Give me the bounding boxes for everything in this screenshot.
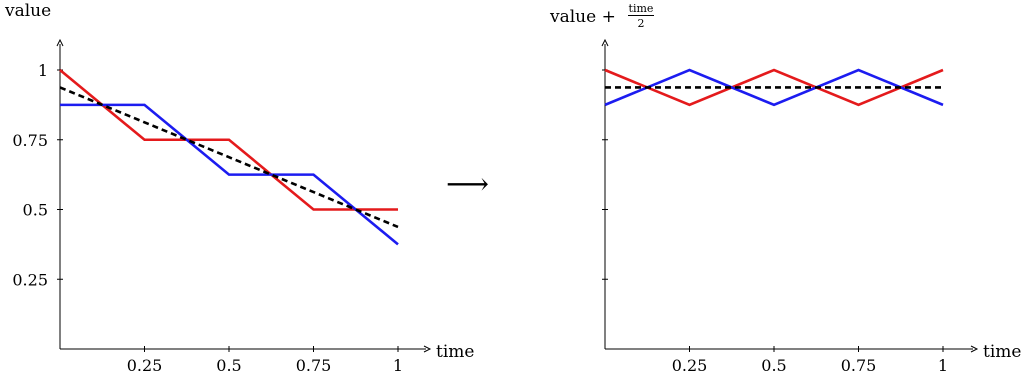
right-y-axis-arrowhead bbox=[601, 38, 609, 47]
left-axes: 0.25 0.5 0.75 1 0.25 0.5 0.75 1 bbox=[12, 38, 432, 375]
right-x-tick-label: 1 bbox=[938, 356, 948, 375]
left-y-tick-label: 0.75 bbox=[12, 131, 48, 150]
right-series-red bbox=[604, 68, 944, 107]
right-axes: 0.25 0.5 0.75 1 bbox=[601, 38, 979, 375]
right-chart: value + time 2 0.25 0.5 0.75 1 time bbox=[549, 2, 1021, 375]
left-chart: value 0.25 0.5 0.75 1 0.25 0.5 0.75 1 time bbox=[4, 1, 474, 375]
right-xlabel: time bbox=[983, 342, 1021, 362]
left-x-axis-arrowhead bbox=[423, 345, 432, 353]
left-y-tick-label: 1 bbox=[38, 61, 48, 80]
transform-arrow: ⟶ bbox=[446, 167, 489, 202]
right-series bbox=[604, 68, 944, 107]
left-ylabel: value bbox=[4, 1, 51, 21]
right-x-tick-label: 0.5 bbox=[761, 356, 786, 375]
left-x-tick-label: 1 bbox=[393, 356, 403, 375]
left-series bbox=[59, 68, 399, 246]
left-xlabel: time bbox=[436, 342, 474, 362]
left-y-tick-label: 0.25 bbox=[12, 270, 48, 289]
right-ylabel-numerator: time bbox=[629, 2, 654, 15]
left-series-blue bbox=[60, 103, 399, 246]
left-y-axis-arrowhead bbox=[56, 38, 64, 47]
left-series-dashed-average bbox=[59, 86, 399, 229]
left-x-tick-label: 0.25 bbox=[127, 356, 163, 375]
right-x-tick-label: 0.25 bbox=[672, 356, 708, 375]
right-ylabel: value + time 2 bbox=[549, 2, 654, 30]
right-series-blue bbox=[604, 68, 944, 107]
left-x-tick-label: 0.5 bbox=[216, 356, 241, 375]
right-x-axis-arrowhead bbox=[970, 345, 979, 353]
right-ylabel-text: value + bbox=[549, 7, 616, 27]
left-x-tick-label: 0.75 bbox=[296, 356, 332, 375]
left-y-tick-label: 0.5 bbox=[23, 201, 48, 220]
right-ylabel-denominator: 2 bbox=[638, 17, 645, 30]
right-x-tick-label: 0.75 bbox=[841, 356, 877, 375]
left-series-red bbox=[59, 68, 398, 211]
